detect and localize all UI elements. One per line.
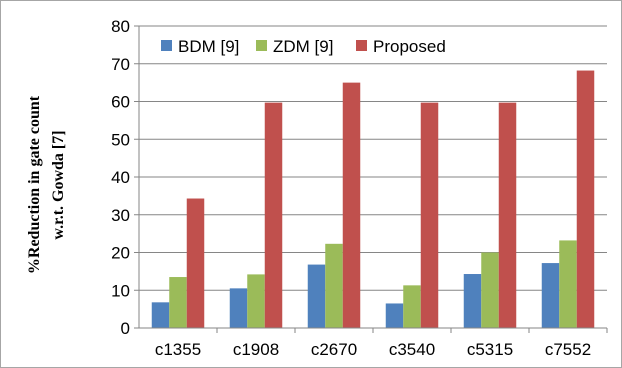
- y-axis-label-line2: w.r.t. Gowda [7]: [50, 130, 67, 239]
- bar-proposed-c1355: [186, 198, 205, 328]
- y-tick-label: 40: [111, 168, 130, 187]
- bar-bdm-c1908: [229, 288, 248, 328]
- bar-zdm-c5315: [481, 252, 499, 328]
- y-axis-label-line1: %Reduction in gate count: [26, 95, 43, 274]
- bar-zdm-c1355: [169, 277, 187, 328]
- bar-zdm-c1908: [247, 274, 265, 328]
- legend-label: BDM [9]: [178, 37, 239, 56]
- y-tick-label: 50: [111, 130, 130, 149]
- bar-proposed-c1908: [264, 102, 283, 328]
- y-tick-label: 20: [111, 244, 130, 263]
- y-tick-label: 30: [111, 206, 130, 225]
- y-tick-label: 70: [111, 55, 130, 74]
- gridlines: [139, 25, 607, 291]
- x-tick-label: c1908: [233, 340, 279, 359]
- x-tick-label: c5315: [467, 340, 513, 359]
- x-tick-label: c3540: [389, 340, 435, 359]
- bar-bdm-c1355: [151, 302, 170, 328]
- y-tick-label: 60: [111, 93, 130, 112]
- bar-bdm-c3540: [385, 303, 404, 328]
- bar-proposed-c2670: [342, 82, 361, 328]
- bars: [151, 70, 595, 329]
- y-axis-label: %Reduction in gate count w.r.t. Gowda [7…: [26, 95, 67, 274]
- legend-swatch: [161, 40, 172, 51]
- bar-bdm-c2670: [307, 264, 326, 328]
- x-tick-label: c1355: [155, 340, 201, 359]
- legend-swatch: [356, 40, 367, 51]
- bar-proposed-c7552: [576, 70, 595, 329]
- y-tick-label: 0: [121, 319, 130, 338]
- bar-bdm-c5315: [463, 274, 482, 328]
- legend-label: Proposed: [373, 37, 446, 56]
- x-tick-label: c2670: [311, 340, 357, 359]
- x-axis-ticks: c1355 c1908 c2670 c3540 c5315 c7552: [155, 328, 608, 359]
- axes: [138, 26, 607, 329]
- legend: BDM [9] ZDM [9] Proposed: [161, 37, 446, 56]
- bar-bdm-c7552: [541, 263, 560, 328]
- y-axis-ticks: 0 10 20 30 40 50 60 70 80: [111, 17, 139, 338]
- y-tick-label: 10: [111, 281, 130, 300]
- x-tick-label: c7552: [545, 340, 591, 359]
- legend-label: ZDM [9]: [273, 37, 333, 56]
- bar-zdm-c2670: [325, 243, 343, 328]
- bar-proposed-c5315: [498, 102, 517, 328]
- y-tick-label: 80: [111, 17, 130, 36]
- bar-zdm-c7552: [559, 240, 577, 328]
- legend-swatch: [256, 40, 267, 51]
- bar-zdm-c3540: [403, 285, 421, 328]
- bar-proposed-c3540: [420, 102, 439, 328]
